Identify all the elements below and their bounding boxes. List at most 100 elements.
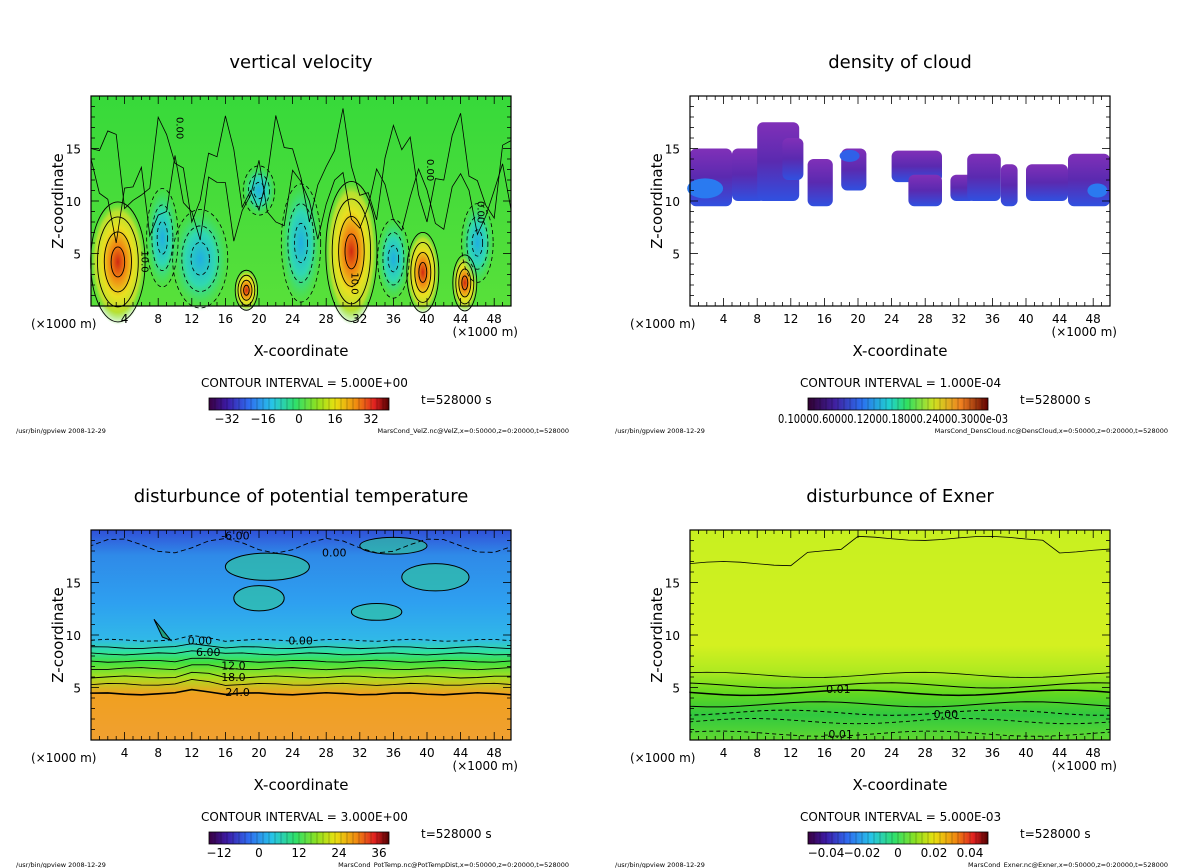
x-tick-label: 24 — [884, 312, 899, 326]
contour-line — [90, 671, 512, 679]
x-tick-label: 4 — [121, 746, 129, 760]
x-tick-label: 28 — [319, 746, 334, 760]
time-label: t=528000 s — [1020, 393, 1091, 407]
contour-label: 0.01 — [826, 683, 851, 696]
y-axis-label: Z-coordinate — [648, 153, 666, 248]
cloud-region — [807, 159, 833, 207]
contour-label: 18.0 — [221, 671, 246, 684]
time-label: t=528000 s — [421, 827, 492, 841]
x-unit-right: (×1000 m) — [1052, 759, 1117, 773]
x-tick-label: 8 — [753, 746, 761, 760]
y-axis-label: Z-coordinate — [648, 587, 666, 682]
x-tick-label: 36 — [985, 746, 1000, 760]
contour-line — [461, 275, 469, 291]
colorbar-tick-label: 12 — [291, 846, 306, 860]
cloud-dense-core — [1087, 183, 1108, 198]
x-unit-left: (×1000 m) — [31, 317, 96, 331]
colorbar-tick-label: 36 — [371, 846, 386, 860]
cloud-dense-core — [839, 149, 860, 162]
x-unit-right: (×1000 m) — [453, 325, 518, 339]
x-tick-label: 8 — [753, 312, 761, 326]
contour-label: 0.00 — [322, 546, 347, 559]
x-tick-label: 36 — [985, 312, 1000, 326]
x-tick-label: 40 — [419, 746, 434, 760]
x-axis-label: X-coordinate — [254, 342, 349, 360]
x-tick-label: 24 — [285, 746, 300, 760]
contour-line — [452, 254, 478, 312]
contour-line-negative — [90, 535, 512, 554]
contour-line-negative — [248, 173, 270, 208]
contour-line — [338, 215, 365, 287]
x-tick-label: 40 — [1018, 746, 1033, 760]
contour-line — [90, 678, 512, 686]
y-tick-label: 5 — [672, 682, 680, 696]
contour-line-negative — [156, 220, 169, 255]
x-tick-label: 28 — [918, 312, 933, 326]
contour-label: 0.00 — [188, 634, 213, 647]
contour-line-negative — [146, 188, 179, 288]
cloud-region — [908, 174, 942, 207]
x-tick-label: 4 — [121, 312, 129, 326]
x-tick-label: 32 — [352, 746, 367, 760]
contour-label: 10.0 — [348, 272, 359, 294]
x-tick-label: 44 — [1052, 746, 1067, 760]
contour-line-negative — [151, 204, 174, 271]
cloud-region — [1068, 153, 1110, 207]
x-tick-label: 32 — [352, 312, 367, 326]
x-tick-label: 48 — [1086, 746, 1101, 760]
contour-line — [153, 618, 173, 642]
contour-label: 6.00 — [196, 646, 221, 659]
x-tick-label: 12 — [783, 312, 798, 326]
contour-line — [240, 279, 253, 301]
contour-line-negative — [466, 216, 489, 270]
footer-left: /usr/bin/gpview 2008-12-29 — [16, 427, 106, 435]
x-tick-label: 24 — [884, 746, 899, 760]
colorbar-tick-label: −32 — [214, 412, 239, 426]
colorbar-tick-label: −12 — [206, 846, 231, 860]
contour-line — [233, 585, 285, 612]
cloud-region — [732, 148, 766, 201]
contour-line — [410, 241, 436, 303]
contour-line — [418, 261, 428, 283]
y-tick-label: 15 — [665, 143, 680, 157]
footer-right: MarsCond_PotTemp.nc@PotTempDist,x=0:5000… — [338, 861, 569, 868]
panel-title: disturbunce of Exner — [806, 486, 994, 507]
colorbar-tick-label: 0 — [295, 412, 303, 426]
cloud-region — [1000, 164, 1018, 207]
x-unit-right: (×1000 m) — [1052, 325, 1117, 339]
x-tick-label: 44 — [453, 746, 468, 760]
x-tick-label: 48 — [1086, 312, 1101, 326]
x-tick-label: 20 — [850, 312, 865, 326]
cloud-region — [967, 153, 1001, 201]
contour-line — [401, 563, 470, 592]
y-tick-label: 15 — [66, 577, 81, 591]
cloud-region — [1026, 164, 1068, 201]
y-tick-label: 5 — [672, 248, 680, 262]
contour-line — [414, 251, 432, 293]
contour-interval: CONTOUR INTERVAL = 1.000E-04 — [800, 376, 1001, 390]
time-label: t=528000 s — [1020, 827, 1091, 841]
footer-right: MarsCond_DensCloud.nc@DensCloud,x=0:5000… — [935, 427, 1168, 435]
colorbar-tick-label: 0 — [894, 846, 902, 860]
colorbar-tick-label: 32 — [363, 412, 378, 426]
x-tick-label: 20 — [251, 312, 266, 326]
contour-line — [90, 664, 512, 671]
footer-left: /usr/bin/gpview 2008-12-29 — [615, 427, 705, 435]
contour-line — [90, 650, 512, 656]
colorbar-tick-label: −0.04 — [808, 846, 845, 860]
x-axis-label: X-coordinate — [254, 776, 349, 794]
contour-line — [689, 535, 1111, 567]
y-tick-label: 10 — [66, 629, 81, 643]
zero-contour — [90, 108, 512, 224]
contour-line-negative — [461, 203, 494, 283]
y-tick-label: 15 — [66, 143, 81, 157]
contour-label: 24.0 — [225, 686, 250, 699]
x-tick-label: 16 — [817, 746, 832, 760]
downdraft-cell — [242, 164, 276, 217]
footer-left: /usr/bin/gpview 2008-12-29 — [615, 861, 705, 868]
contour-line-negative — [242, 165, 276, 216]
contour-line — [689, 682, 1111, 689]
y-axis-label: Z-coordinate — [49, 587, 67, 682]
x-axis-label: X-coordinate — [853, 342, 948, 360]
